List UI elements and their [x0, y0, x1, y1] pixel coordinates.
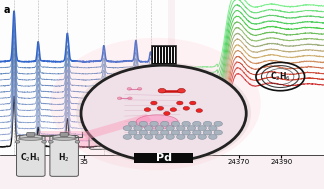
Circle shape [192, 130, 201, 135]
Circle shape [166, 134, 174, 139]
Text: C$_2$H$_4$: C$_2$H$_4$ [20, 152, 41, 164]
Circle shape [144, 108, 151, 112]
Circle shape [190, 101, 196, 105]
FancyArrow shape [56, 128, 151, 152]
Circle shape [203, 121, 212, 126]
Ellipse shape [50, 38, 261, 170]
Ellipse shape [52, 138, 76, 140]
Circle shape [117, 97, 122, 100]
FancyBboxPatch shape [50, 136, 78, 176]
Text: Pd: Pd [156, 153, 172, 163]
Circle shape [151, 101, 157, 105]
Circle shape [128, 121, 137, 126]
Circle shape [171, 121, 179, 126]
Circle shape [155, 134, 164, 139]
Circle shape [75, 140, 80, 143]
Circle shape [42, 140, 46, 143]
Circle shape [170, 108, 177, 112]
Circle shape [187, 126, 196, 131]
Circle shape [139, 130, 148, 135]
Circle shape [123, 134, 132, 139]
Circle shape [161, 130, 169, 135]
Circle shape [177, 126, 185, 131]
Ellipse shape [18, 138, 43, 140]
Circle shape [76, 62, 251, 164]
FancyBboxPatch shape [60, 132, 68, 136]
Text: C$_2$H$_6$: C$_2$H$_6$ [270, 70, 291, 83]
Circle shape [123, 126, 132, 131]
Circle shape [196, 109, 202, 112]
Text: a: a [3, 5, 10, 15]
Circle shape [139, 121, 148, 126]
Circle shape [161, 121, 169, 126]
Circle shape [177, 101, 183, 105]
FancyBboxPatch shape [27, 132, 35, 136]
Circle shape [49, 140, 53, 143]
Ellipse shape [19, 135, 42, 139]
Circle shape [182, 130, 190, 135]
Circle shape [128, 130, 137, 135]
Text: H$_2$: H$_2$ [58, 152, 70, 164]
Circle shape [178, 88, 185, 93]
FancyBboxPatch shape [151, 45, 176, 64]
Circle shape [128, 97, 132, 100]
Circle shape [127, 88, 132, 90]
Circle shape [150, 130, 158, 135]
Circle shape [209, 126, 217, 131]
Circle shape [155, 126, 164, 131]
Circle shape [157, 106, 164, 110]
Circle shape [15, 140, 20, 143]
Circle shape [183, 106, 190, 110]
Circle shape [214, 130, 222, 135]
Circle shape [145, 134, 153, 139]
Circle shape [187, 134, 196, 139]
Circle shape [166, 126, 174, 131]
Circle shape [214, 121, 222, 126]
FancyArrow shape [39, 131, 156, 141]
Circle shape [198, 134, 206, 139]
Circle shape [164, 112, 170, 115]
FancyBboxPatch shape [134, 153, 193, 163]
Circle shape [158, 88, 166, 93]
Ellipse shape [52, 135, 76, 139]
Circle shape [81, 65, 246, 162]
FancyArrow shape [81, 114, 152, 139]
Circle shape [145, 126, 153, 131]
Circle shape [171, 130, 179, 135]
Ellipse shape [136, 115, 178, 129]
Circle shape [134, 134, 142, 139]
Circle shape [137, 88, 142, 90]
Circle shape [182, 121, 190, 126]
Circle shape [150, 121, 158, 126]
Circle shape [203, 130, 212, 135]
Circle shape [192, 121, 201, 126]
Circle shape [177, 134, 185, 139]
Circle shape [198, 126, 206, 131]
FancyBboxPatch shape [17, 136, 45, 176]
Circle shape [209, 134, 217, 139]
Circle shape [134, 126, 142, 131]
